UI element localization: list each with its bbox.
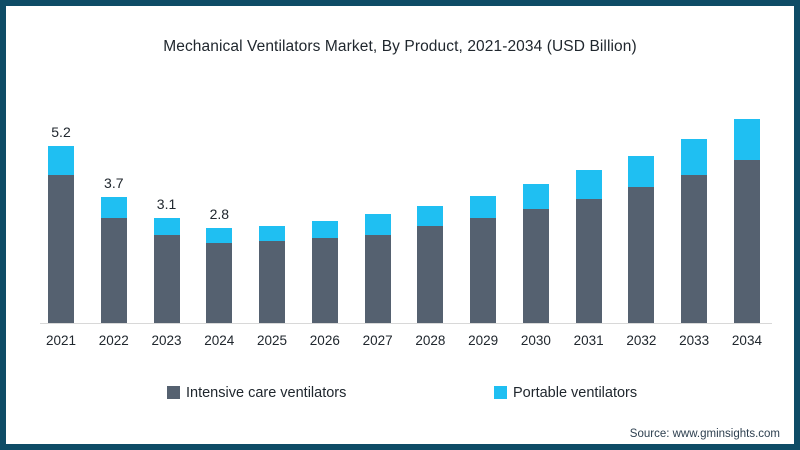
x-axis-label: 2026 xyxy=(309,333,340,348)
bar-group-2022: 3.7 2022 xyxy=(99,104,129,348)
stacked-bar xyxy=(522,183,549,323)
stacked-bar xyxy=(48,146,74,323)
intensive-care-segment xyxy=(48,175,74,323)
x-axis-label: 2031 xyxy=(573,333,604,348)
bar-value-label: 5.2 xyxy=(51,124,71,141)
stacked-bar xyxy=(153,217,180,323)
x-axis-label: 2033 xyxy=(679,333,710,348)
chart-title: Mechanical Ventilators Market, By Produc… xyxy=(163,38,637,55)
intensive-care-segment xyxy=(522,209,549,323)
stacked-bar xyxy=(575,170,602,323)
portable-ventilators-segment xyxy=(470,195,497,218)
stacked-bar xyxy=(681,139,708,323)
stacked-bar xyxy=(417,205,444,323)
intensive-care-segment xyxy=(417,226,444,323)
bar-value-label: 2.8 xyxy=(209,205,230,222)
x-axis-label: 2024 xyxy=(204,333,235,348)
portable-ventilators-segment xyxy=(628,156,655,187)
intensive-care-segment xyxy=(470,217,497,323)
portable-ventilators-segment xyxy=(575,170,602,199)
x-axis-label: 2030 xyxy=(520,333,551,348)
portable-legend-swatch xyxy=(494,386,507,399)
intensive-care-legend-swatch xyxy=(167,386,180,399)
bar-group-2032: 2032 xyxy=(626,104,656,348)
bar-group-2029: 2029 xyxy=(468,104,498,348)
bar-group-2034: 2034 xyxy=(732,104,762,348)
x-axis-label: 2023 xyxy=(151,333,182,348)
stacked-bar xyxy=(364,214,391,323)
stacked-bar xyxy=(628,156,655,323)
intensive-care-segment xyxy=(259,241,286,323)
intensive-care-segment xyxy=(733,159,760,323)
stacked-bar xyxy=(100,197,127,323)
portable-ventilators-segment xyxy=(153,217,180,235)
x-axis-label: 2034 xyxy=(731,333,762,348)
bar-group-2030: 2030 xyxy=(521,104,551,348)
legend-label: Intensive care ventilators xyxy=(186,384,347,401)
x-axis-label: 2027 xyxy=(362,333,393,348)
intensive-care-segment xyxy=(206,243,233,323)
bar-group-2027: 2027 xyxy=(363,104,393,348)
legend-item-intensive-care: Intensive care ventilators xyxy=(167,384,346,401)
stacked-bar xyxy=(733,119,760,323)
x-axis-label: 2032 xyxy=(626,333,657,348)
x-axis-label: 2028 xyxy=(415,333,446,348)
stacked-bar xyxy=(206,227,233,323)
intensive-care-segment xyxy=(364,234,391,323)
bar-group-2025: 2025 xyxy=(257,104,287,348)
intensive-care-segment xyxy=(153,234,180,323)
bar-group-2026: 2026 xyxy=(310,104,340,348)
x-axis-label: 2025 xyxy=(257,333,288,348)
legend-item-portable: Portable ventilators xyxy=(494,384,637,401)
source-attribution: Source: www.gminsights.com xyxy=(629,428,780,440)
portable-ventilators-segment xyxy=(364,214,391,235)
bar-group-2021: 5.2 2021 xyxy=(46,104,76,348)
portable-ventilators-segment xyxy=(311,221,338,238)
stacked-bar xyxy=(311,221,338,323)
intensive-care-segment xyxy=(628,187,655,323)
bar-group-2033: 2033 xyxy=(679,104,709,348)
stacked-bar xyxy=(259,226,286,323)
x-axis-label: 2021 xyxy=(45,333,77,348)
plot-area: 5.2 2021 3.7 2022 3.1 2023 2.8 2024 2025 2026 2027… xyxy=(46,104,762,348)
portable-ventilators-segment xyxy=(100,197,127,218)
bar-group-2024: 2.8 2024 xyxy=(204,104,234,348)
intensive-care-segment xyxy=(100,217,127,323)
stacked-bar xyxy=(470,195,497,323)
intensive-care-segment xyxy=(311,238,338,323)
x-axis-label: 2022 xyxy=(98,333,129,348)
bar-value-label: 3.1 xyxy=(156,195,177,212)
x-axis-line xyxy=(40,323,772,324)
portable-ventilators-segment xyxy=(206,227,233,244)
portable-ventilators-segment xyxy=(681,139,708,176)
bar-group-2028: 2028 xyxy=(415,104,445,348)
portable-ventilators-segment xyxy=(733,119,760,160)
portable-ventilators-segment xyxy=(522,183,549,210)
bar-group-2023: 3.1 2023 xyxy=(152,104,182,348)
legend-label: Portable ventilators xyxy=(513,384,638,401)
portable-ventilators-segment xyxy=(48,146,74,176)
intensive-care-segment xyxy=(681,175,708,323)
bar-value-label: 3.7 xyxy=(104,175,124,192)
portable-ventilators-segment xyxy=(259,226,286,242)
x-axis-label: 2029 xyxy=(468,333,499,348)
intensive-care-segment xyxy=(575,198,602,323)
bar-group-2031: 2031 xyxy=(574,104,604,348)
portable-ventilators-segment xyxy=(417,205,444,227)
